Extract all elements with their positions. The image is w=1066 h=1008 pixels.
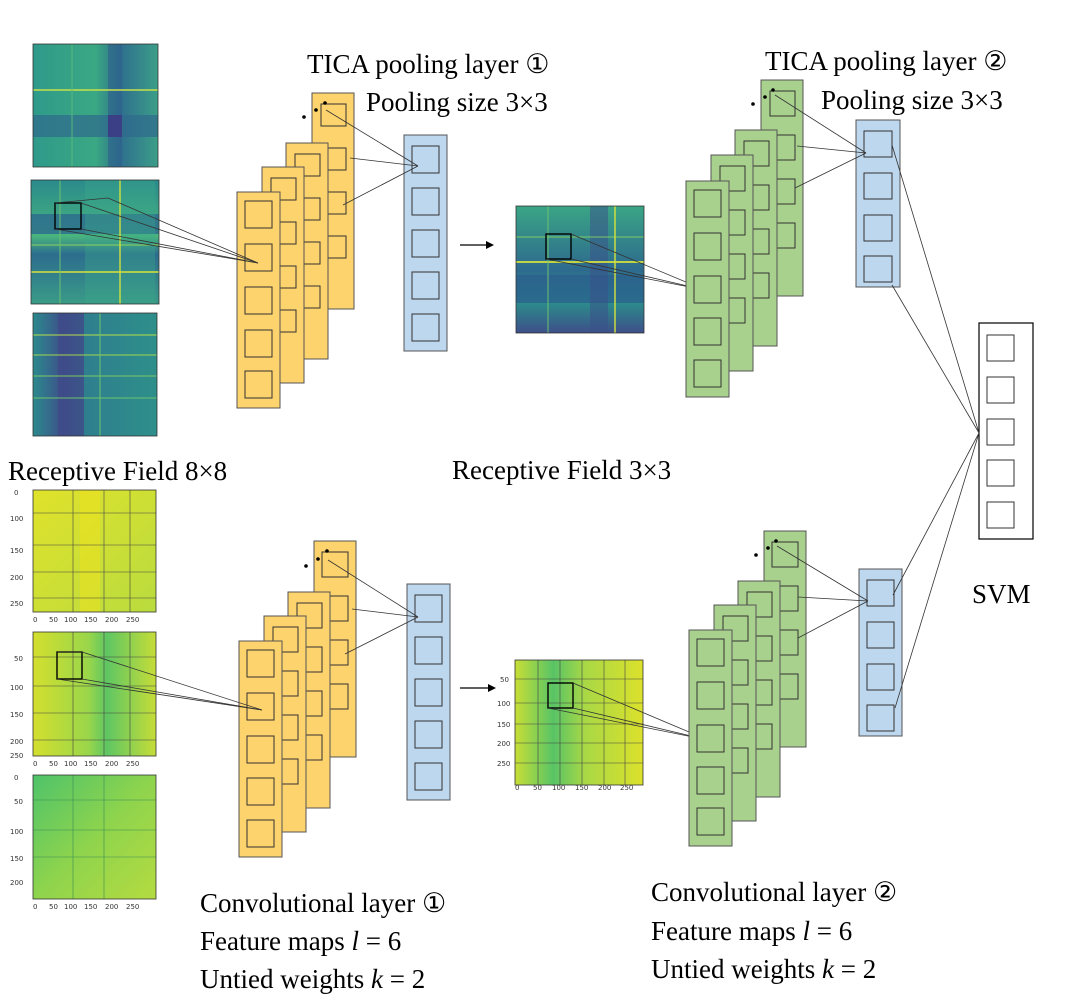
tick-y-b1-200: 200 — [10, 574, 23, 582]
tick-y-m2-200: 200 — [497, 740, 510, 748]
tick-x-b3-0: 0 — [33, 903, 37, 911]
tick-y-b1-250: 250 — [10, 600, 23, 608]
conv1-feature-maps: Feature maps l = 6 — [200, 926, 401, 956]
tick-x-b2-200: 200 — [105, 760, 118, 768]
tick-y-b2-200: 200 — [10, 738, 23, 746]
conv2-untied-weights: Untied weights k = 2 — [651, 954, 876, 984]
connections-middle — [545, 233, 709, 741]
conv-layer-1-top-stack — [236, 92, 355, 409]
tick-x-m2-250: 250 — [620, 784, 633, 792]
input-heatmap-top-1 — [32, 43, 159, 168]
tick-y-b3-100: 100 — [10, 828, 23, 836]
tica1-pooling-size: Pooling size 3×3 — [366, 87, 548, 117]
input-heatmap-bottom-3 — [32, 774, 157, 900]
tick-x-m2-50: 50 — [533, 784, 542, 792]
tick-y-b1-100: 100 — [10, 515, 23, 523]
tick-y-b2-150: 150 — [10, 711, 23, 719]
tica2-title: TICA pooling layer ② — [765, 46, 1007, 76]
input-heatmap-top-2 — [30, 179, 160, 305]
tick-x-b2-150: 150 — [84, 760, 97, 768]
tick-y-m2-150: 150 — [497, 721, 510, 729]
feature-map-top-1 — [236, 191, 281, 409]
tick-y-m2-100: 100 — [497, 700, 510, 708]
tick-x-b2-100: 100 — [64, 760, 77, 768]
intermediate-heatmap-bottom — [514, 659, 644, 786]
conv-layer-2-bottom-stack — [688, 530, 807, 847]
tick-y-b2-250: 250 — [10, 752, 23, 760]
tick-x-m2-0: 0 — [515, 784, 519, 792]
tick-y-b1-150: 150 — [10, 547, 23, 555]
tick-x-b1-50: 50 — [49, 616, 58, 624]
tick-x-b3-50: 50 — [49, 903, 58, 911]
tick-x-b1-200: 200 — [105, 616, 118, 624]
tica2-pooling-size: Pooling size 3×3 — [821, 85, 1003, 115]
tick-x-b2-0: 0 — [33, 760, 37, 768]
tick-y-b3-200: 200 — [10, 879, 23, 887]
tica-pool-layer-2-bottom — [858, 568, 903, 737]
conv-layer-1-bottom-stack — [238, 540, 357, 858]
conv1-untied-weights: Untied weights k = 2 — [200, 964, 425, 994]
connections-top-right — [774, 94, 867, 189]
input-heatmap-bottom-1 — [32, 489, 157, 613]
arrow-bottom-middle — [460, 684, 496, 692]
connections-top-left — [54, 109, 419, 264]
tick-y-b2-100: 100 — [10, 684, 23, 692]
tick-x-m2-150: 150 — [575, 784, 588, 792]
tick-x-b1-250: 250 — [126, 616, 139, 624]
receptive-field-2-label: Receptive Field 3×3 — [452, 455, 671, 485]
svm-classifier — [978, 322, 1034, 540]
intermediate-heatmap-top — [515, 205, 645, 334]
tick-y-m2-50: 50 — [500, 676, 509, 684]
tick-x-m2-100: 100 — [552, 784, 565, 792]
heatmap-axis-ticks: 0 100 150 200 250 0 50 100 150 200 250 5… — [10, 489, 633, 911]
tica-pool-layer-1-top — [403, 134, 448, 352]
tick-x-b2-50: 50 — [49, 760, 58, 768]
conv1-title: Convolutional layer ① — [200, 888, 446, 918]
receptive-field-1-label: Receptive Field 8×8 — [8, 456, 227, 486]
tick-x-b1-100: 100 — [64, 616, 77, 624]
tica-pool-layer-2-top — [855, 119, 901, 288]
input-heatmap-top-3 — [32, 312, 158, 437]
feature-map2-bottom-1 — [688, 629, 733, 847]
tick-x-b3-100: 100 — [64, 903, 77, 911]
feature-map2-top-1 — [685, 180, 730, 398]
tick-x-b3-200: 200 — [105, 903, 118, 911]
tick-y-b3-50: 50 — [14, 798, 23, 806]
conv-layer-2-top-stack — [685, 79, 804, 398]
tica-pool-layer-1-bottom — [406, 583, 451, 801]
tick-x-b3-250: 250 — [126, 903, 139, 911]
svm-label: SVM — [972, 579, 1031, 609]
tica1-title: TICA pooling layer ① — [307, 49, 549, 79]
tick-x-b1-150: 150 — [84, 616, 97, 624]
tick-y-m2-250: 250 — [497, 760, 510, 768]
connections-bottom-left — [56, 559, 419, 711]
tick-y-b2-50: 50 — [14, 655, 23, 663]
tick-x-b3-150: 150 — [84, 903, 97, 911]
connections-to-svm — [891, 144, 980, 709]
conv2-title: Convolutional layer ② — [651, 877, 897, 907]
tick-x-b1-0: 0 — [33, 616, 37, 624]
tick-x-b2-250: 250 — [126, 760, 139, 768]
tick-y-b3-150: 150 — [10, 855, 23, 863]
feature-map-bottom-1 — [238, 640, 283, 858]
tick-y-b3-0: 0 — [14, 774, 18, 782]
connections-bottom-right — [776, 545, 869, 639]
tick-x-m2-200: 200 — [598, 784, 611, 792]
conv2-feature-maps: Feature maps l = 6 — [651, 916, 852, 946]
tick-y-b1-0: 0 — [14, 489, 18, 497]
input-heatmap-bottom-2 — [32, 631, 157, 757]
arrow-top-middle — [460, 241, 494, 249]
